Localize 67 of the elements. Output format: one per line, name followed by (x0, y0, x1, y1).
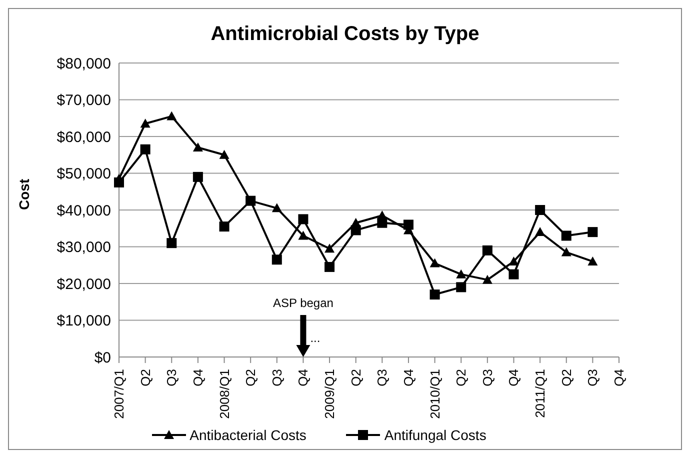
x-tick-label: Q2 (558, 369, 574, 386)
y-tick-label: $10,000 (56, 312, 111, 330)
point (508, 269, 519, 280)
point (219, 222, 230, 232)
legend-label: Antifungal Costs (383, 427, 486, 443)
point (403, 220, 414, 230)
x-tick-label: 2007/Q1 (112, 369, 126, 419)
point (482, 274, 492, 284)
point (272, 254, 282, 265)
point (535, 205, 546, 215)
x-tick-label: Q4 (612, 369, 626, 386)
point (456, 269, 466, 278)
x-tick-label: 2010/Q1 (427, 369, 442, 419)
point (192, 172, 203, 182)
x-tick-label: Q2 (348, 369, 364, 386)
y-tick-label: $40,000 (56, 202, 111, 220)
x-tick-label: 2008/Q1 (216, 369, 232, 419)
point (588, 256, 598, 266)
y-tick-label: $80,000 (56, 55, 111, 72)
y-axis-title: Cost (16, 178, 32, 210)
point (430, 290, 440, 300)
annotation: ... (310, 331, 320, 345)
x-tick-label: Q4 (190, 369, 206, 386)
point (377, 218, 388, 228)
x-tick-label: Q3 (269, 369, 284, 386)
x-tick-label: 2009/Q1 (322, 369, 338, 419)
y-tick-label: $50,000 (56, 166, 111, 183)
point (114, 177, 124, 188)
point (219, 150, 230, 159)
legend-label: Antibacterial Costs (188, 427, 306, 443)
point (430, 258, 440, 268)
point (561, 230, 572, 241)
x-tick-label: Q3 (374, 369, 390, 386)
y-tick-label: $30,000 (56, 239, 111, 256)
point (140, 118, 150, 128)
x-tick-label: Q2 (454, 369, 469, 386)
point (324, 244, 335, 253)
y-tick-label: $60,000 (56, 128, 111, 146)
point (456, 282, 466, 292)
y-tick-label: $0 (94, 349, 111, 366)
annotation: ASP began (272, 296, 334, 310)
point (298, 214, 308, 224)
point (588, 227, 598, 238)
point (192, 142, 203, 152)
point (272, 203, 282, 212)
x-tick-label: Q4 (506, 369, 522, 386)
x-tick-label: Q2 (138, 369, 153, 386)
x-tick-label: Q4 (400, 369, 416, 386)
point (561, 247, 572, 256)
x-tick-label: Q4 (296, 369, 311, 386)
point (508, 256, 519, 266)
point (535, 227, 546, 236)
chart-title: Antimicrobial Costs by Type (210, 22, 480, 47)
y-tick-label: $70,000 (56, 92, 111, 110)
point (298, 230, 308, 240)
x-tick-label: Q3 (585, 369, 600, 386)
x-tick-label: 2011/Q1 (532, 369, 548, 418)
x-tick-label: Q3 (164, 369, 180, 386)
point (140, 144, 150, 154)
x-tick-label: Q2 (243, 369, 258, 386)
point (324, 262, 335, 272)
y-tick-label: $20,000 (56, 276, 111, 293)
point (166, 238, 177, 248)
point (166, 111, 177, 120)
point (482, 245, 492, 256)
point (350, 225, 361, 236)
x-tick-label: Q3 (480, 369, 495, 386)
